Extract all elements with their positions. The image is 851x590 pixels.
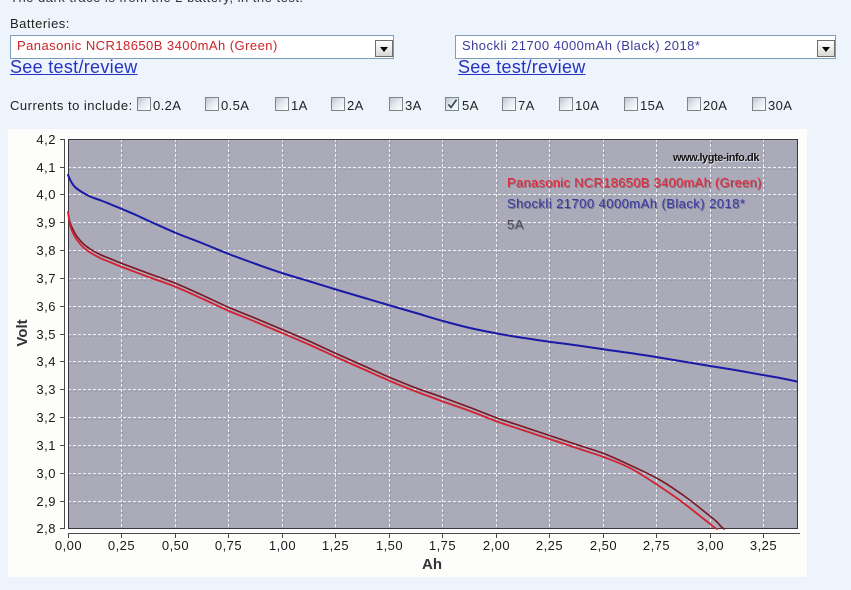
svg-text:3,4: 3,4 <box>36 354 56 369</box>
svg-text:0,75: 0,75 <box>215 538 242 553</box>
svg-text:Panasonic NCR18650B 3400mAh (G: Panasonic NCR18650B 3400mAh (Green) <box>507 175 762 190</box>
svg-text:3,25: 3,25 <box>750 538 777 553</box>
svg-text:3,2: 3,2 <box>36 410 56 425</box>
svg-text:3,9: 3,9 <box>36 215 56 230</box>
svg-text:2,25: 2,25 <box>536 538 563 553</box>
svg-text:4,1: 4,1 <box>36 160 56 175</box>
svg-text:3,8: 3,8 <box>36 243 56 258</box>
svg-text:3,5: 3,5 <box>36 327 56 342</box>
svg-text:1,00: 1,00 <box>269 538 296 553</box>
svg-text:www.lygte-info.dk: www.lygte-info.dk <box>672 152 760 164</box>
svg-text:Shockli 21700 4000mAh (Black): Shockli 21700 4000mAh (Black) 2018* <box>507 196 745 211</box>
svg-text:4,2: 4,2 <box>36 132 56 147</box>
svg-text:2,8: 2,8 <box>36 521 56 536</box>
svg-text:4,0: 4,0 <box>36 187 56 202</box>
svg-text:1,50: 1,50 <box>376 538 403 553</box>
svg-text:3,0: 3,0 <box>36 466 56 481</box>
svg-text:0,50: 0,50 <box>162 538 189 553</box>
svg-text:0,25: 0,25 <box>108 538 135 553</box>
svg-text:Volt: Volt <box>14 319 31 346</box>
svg-text:3,6: 3,6 <box>36 299 56 314</box>
svg-text:0,00: 0,00 <box>55 538 82 553</box>
svg-text:5A: 5A <box>507 217 524 232</box>
svg-text:2,00: 2,00 <box>483 538 510 553</box>
svg-text:3,1: 3,1 <box>36 438 56 453</box>
svg-text:1,75: 1,75 <box>429 538 456 553</box>
svg-text:2,75: 2,75 <box>643 538 670 553</box>
svg-text:3,3: 3,3 <box>36 382 56 397</box>
svg-text:Ah: Ah <box>422 556 442 573</box>
svg-text:2,9: 2,9 <box>36 494 56 509</box>
svg-text:1,25: 1,25 <box>322 538 349 553</box>
svg-text:3,00: 3,00 <box>697 538 724 553</box>
svg-text:3,7: 3,7 <box>36 271 56 286</box>
svg-text:2,50: 2,50 <box>590 538 617 553</box>
